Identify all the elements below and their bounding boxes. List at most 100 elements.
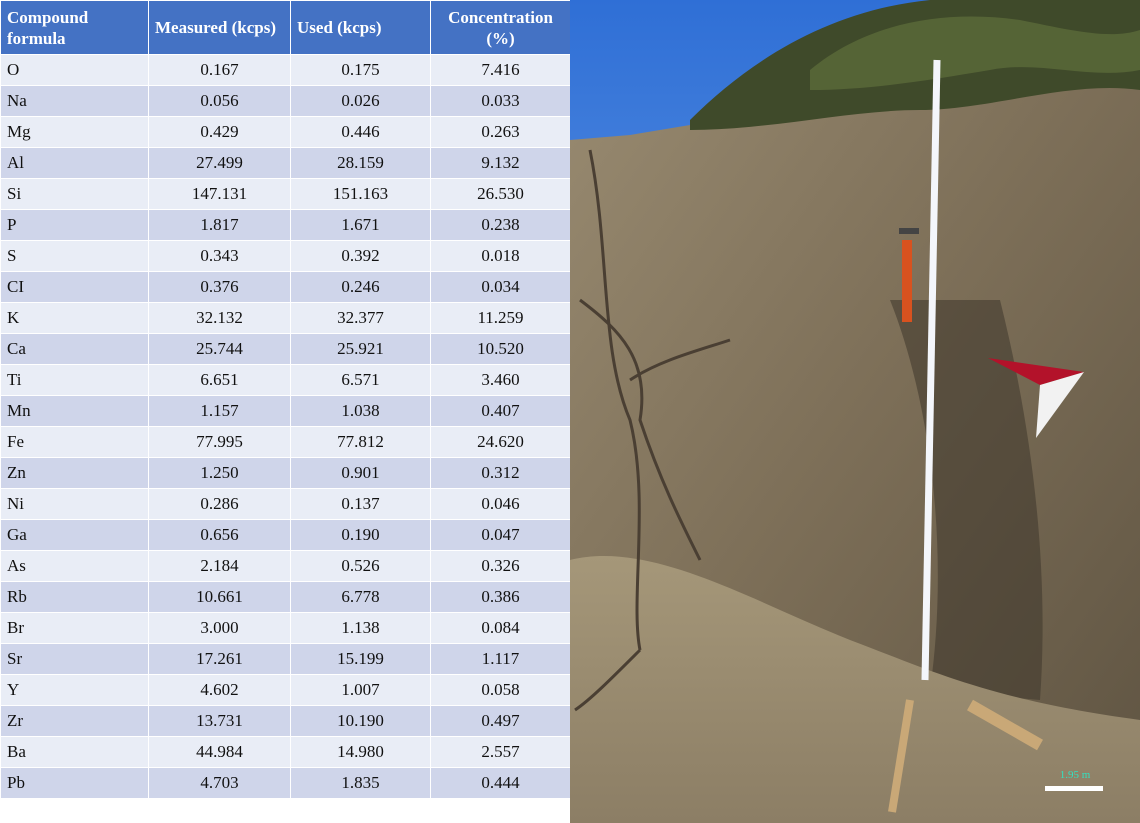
value-cell: 1.138 [290,612,431,644]
table-row: P 1.817 1.671 0.238 [0,209,571,241]
formula-cell: Ni [0,488,149,520]
value-cell: 10.190 [290,705,431,737]
table-row: Si 147.131 151.163 26.530 [0,178,571,210]
formula-cell: S [0,240,149,272]
table-row: Ni 0.286 0.137 0.046 [0,488,571,520]
value-cell: 1.117 [430,643,571,675]
roots [574,149,731,712]
table-row: K 32.132 32.377 11.259 [0,302,571,334]
formula-cell: K [0,302,149,334]
table-row: Mg 0.429 0.446 0.263 [0,116,571,148]
table-row: Ca 25.744 25.921 10.520 [0,333,571,365]
formula-cell: O [0,54,149,86]
value-cell: 0.175 [290,54,431,86]
data-table: Compound formula Measured (kcps) Used (kcp… [0,0,571,799]
hammer-handle [902,240,912,322]
value-cell: 0.446 [290,116,431,148]
value-cell: 1.250 [148,457,291,489]
table-row: Al 27.499 28.159 9.132 [0,147,571,179]
value-cell: 1.817 [148,209,291,241]
value-cell: 1.671 [290,209,431,241]
value-cell: 0.343 [148,240,291,272]
value-cell: 10.661 [148,581,291,613]
header-cell: Compound formula [0,0,149,55]
value-cell: 17.261 [148,643,291,675]
formula-cell: Sr [0,643,149,675]
value-cell: 2.557 [430,736,571,768]
value-cell: 0.444 [430,767,571,799]
value-cell: 27.499 [148,147,291,179]
value-cell: 32.377 [290,302,431,334]
value-cell: 0.656 [148,519,291,551]
value-cell: 0.326 [430,550,571,582]
header-cell: Concentration (%) [430,0,571,55]
table-row: CI 0.376 0.246 0.034 [0,271,571,303]
table-body: O 0.167 0.175 7.416 Na 0.056 0.026 0.033 Mg 0.429… [0,54,571,799]
slope [570,556,1140,823]
value-cell: 0.901 [290,457,431,489]
table-row: Rb 10.661 6.778 0.386 [0,581,571,613]
table-row: Sr 17.261 15.199 1.117 [0,643,571,675]
header-cell: Used (kcps) [290,0,431,55]
table-row: Ba 44.984 14.980 2.557 [0,736,571,768]
formula-cell: Fe [0,426,149,458]
value-cell: 1.007 [290,674,431,706]
header-cell: Measured (kcps) [148,0,291,55]
value-cell: 0.137 [290,488,431,520]
table-row: Br 3.000 1.138 0.084 [0,612,571,644]
formula-cell: Si [0,178,149,210]
value-cell: 1.157 [148,395,291,427]
shovel-handle [967,699,1043,751]
value-cell: 0.084 [430,612,571,644]
value-cell: 32.132 [148,302,291,334]
measuring-tape [921,59,941,681]
formula-cell: Ca [0,333,149,365]
formula-cell: Al [0,147,149,179]
table-row: Ti 6.651 6.571 3.460 [0,364,571,396]
value-cell: 151.163 [290,178,431,210]
value-cell: 26.530 [430,178,571,210]
value-cell: 0.190 [290,519,431,551]
value-cell: 1.038 [290,395,431,427]
scale-bar [1045,786,1103,791]
value-cell: 147.131 [148,178,291,210]
value-cell: 0.046 [430,488,571,520]
value-cell: 0.429 [148,116,291,148]
value-cell: 0.392 [290,240,431,272]
formula-cell: Ti [0,364,149,396]
table-row: Zr 13.731 10.190 0.497 [0,705,571,737]
formula-cell: Br [0,612,149,644]
table-row: O 0.167 0.175 7.416 [0,54,571,86]
value-cell: 11.259 [430,302,571,334]
value-cell: 28.159 [290,147,431,179]
table-row: Zn 1.250 0.901 0.312 [0,457,571,489]
value-cell: 10.520 [430,333,571,365]
table-row: Na 0.056 0.026 0.033 [0,85,571,117]
value-cell: 15.199 [290,643,431,675]
formula-cell: P [0,209,149,241]
scale-label: 1.95 m [1060,769,1091,781]
value-cell: 6.571 [290,364,431,396]
value-cell: 0.312 [430,457,571,489]
table-row: S 0.343 0.392 0.018 [0,240,571,272]
value-cell: 0.033 [430,85,571,117]
value-cell: 0.238 [430,209,571,241]
value-cell: 0.056 [148,85,291,117]
formula-cell: Ga [0,519,149,551]
formula-cell: Mg [0,116,149,148]
value-cell: 6.651 [148,364,291,396]
value-cell: 25.921 [290,333,431,365]
value-cell: 3.000 [148,612,291,644]
value-cell: 77.995 [148,426,291,458]
formula-cell: Mn [0,395,149,427]
value-cell: 0.407 [430,395,571,427]
value-cell: 4.602 [148,674,291,706]
value-cell: 0.047 [430,519,571,551]
formula-cell: Na [0,85,149,117]
header-row: Compound formula Measured (kcps) Used (kcp… [0,0,571,55]
value-cell: 4.703 [148,767,291,799]
value-cell: 0.246 [290,271,431,303]
value-cell: 0.376 [148,271,291,303]
formula-cell: Pb [0,767,149,799]
